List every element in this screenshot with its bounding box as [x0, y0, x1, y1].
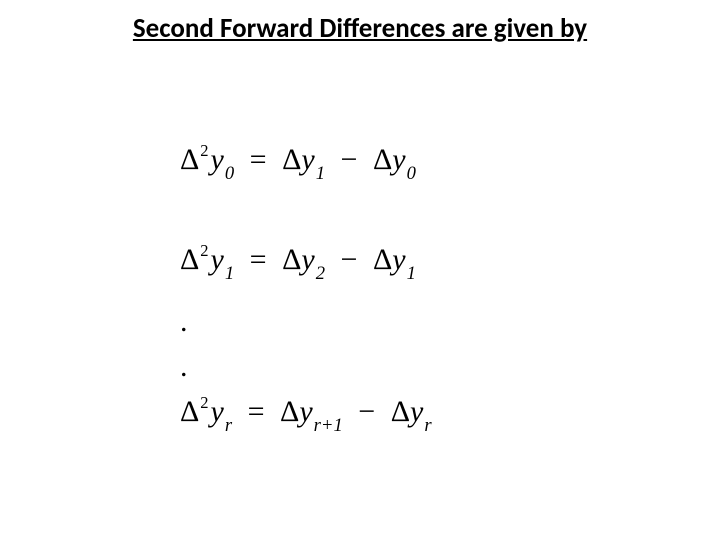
subscript: 1	[316, 163, 325, 184]
ellipsis-dot: .	[180, 350, 188, 384]
delta-symbol: Δ	[180, 395, 199, 428]
delta-symbol: Δ	[373, 143, 392, 176]
delta-exponent: 2	[200, 241, 208, 260]
equation-1: Δ2y0 = Δy1 − Δy0	[180, 143, 416, 182]
equation-3: Δ2yr = Δyr+1 − Δyr	[180, 395, 432, 434]
subscript: 0	[225, 163, 234, 184]
delta-symbol: Δ	[391, 395, 410, 428]
delta-exponent: 2	[200, 141, 208, 160]
minus: −	[358, 395, 375, 428]
delta-exponent: 2	[200, 393, 208, 412]
var-y: y	[211, 395, 224, 428]
equals: =	[248, 395, 265, 428]
subscript: r	[424, 415, 431, 436]
var-y: y	[211, 243, 224, 276]
subscript: 1	[407, 263, 416, 284]
equation-2: Δ2y1 = Δy2 − Δy1	[180, 243, 416, 282]
equals: =	[250, 243, 267, 276]
var-y: y	[392, 143, 405, 176]
delta-symbol: Δ	[280, 395, 299, 428]
delta-symbol: Δ	[180, 143, 199, 176]
minus: −	[341, 243, 358, 276]
equals: =	[250, 143, 267, 176]
delta-symbol: Δ	[282, 243, 301, 276]
var-y: y	[410, 395, 423, 428]
var-y: y	[301, 143, 314, 176]
var-y: y	[301, 243, 314, 276]
delta-symbol: Δ	[180, 243, 199, 276]
subscript: 2	[316, 263, 325, 284]
subscript: 0	[407, 163, 416, 184]
subscript: 1	[225, 263, 234, 284]
var-y: y	[299, 395, 312, 428]
ellipsis-dot: .	[180, 305, 188, 339]
delta-symbol: Δ	[282, 143, 301, 176]
subscript: r	[225, 415, 232, 436]
subscript: r+1	[314, 415, 343, 436]
delta-symbol: Δ	[373, 243, 392, 276]
var-y: y	[211, 143, 224, 176]
page-title: Second Forward Differences are given by	[0, 12, 720, 45]
var-y: y	[392, 243, 405, 276]
slide: Second Forward Differences are given by …	[0, 0, 720, 540]
minus: −	[341, 143, 358, 176]
